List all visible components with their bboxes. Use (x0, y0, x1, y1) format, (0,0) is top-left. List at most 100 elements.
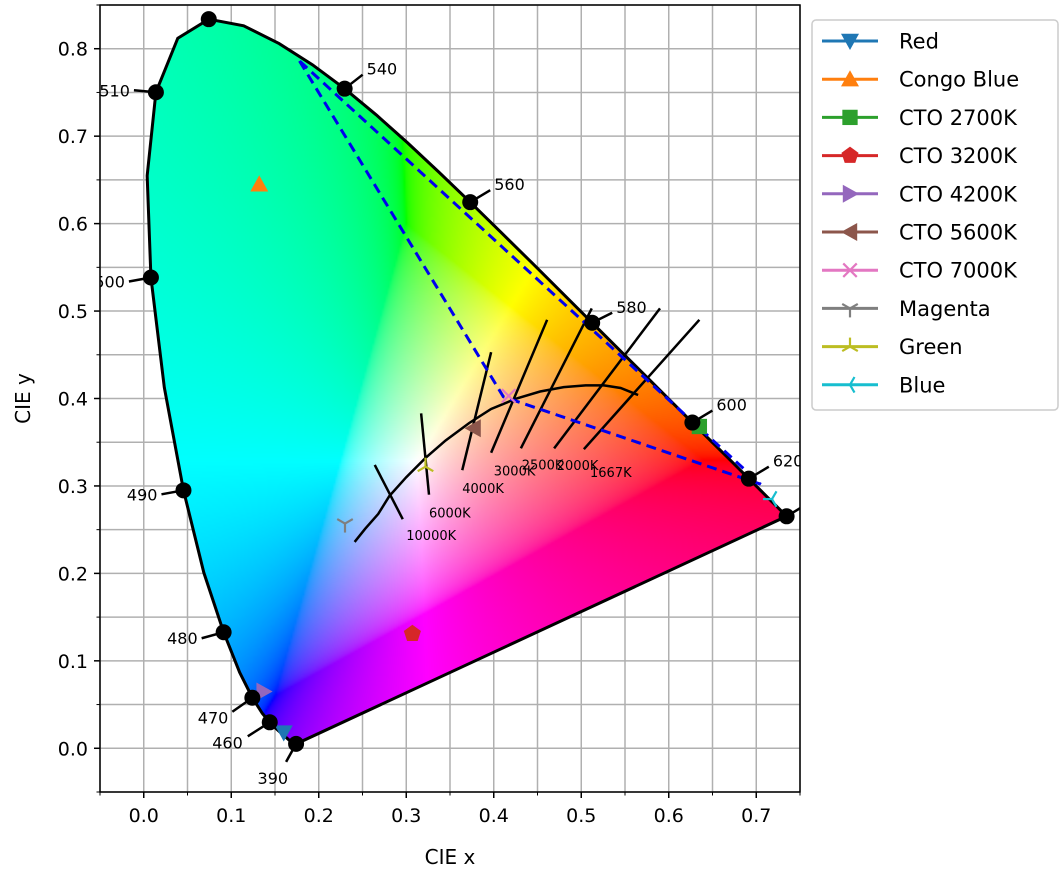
legend-label: CTO 2700K (899, 106, 1018, 130)
gamut-triangle-line (298, 59, 762, 486)
legend-label: Magenta (899, 297, 991, 321)
data-point (336, 518, 354, 533)
wavelength-label: 480 (167, 629, 198, 648)
y-tick-label: 0.8 (58, 39, 88, 61)
wavelength-label: 460 (212, 733, 243, 752)
legend-marker (841, 70, 859, 87)
legend-label: Red (899, 30, 939, 54)
x-tick-label: 0.5 (566, 805, 596, 827)
legend-marker (842, 262, 858, 278)
cct-label: 3000K (494, 464, 536, 479)
cct-label: 1667K (590, 466, 632, 481)
wavelength-dot (142, 269, 159, 286)
cct-label: 2500K (522, 458, 564, 473)
cct-label: 10000K (406, 529, 456, 544)
legend-marker (841, 146, 859, 163)
legend-label: Congo Blue (899, 68, 1019, 92)
wavelength-markers: 390 460 470 480 490 500 510 540 560 580 600 620 700 (94, 11, 842, 788)
legend-item: CTO 2700K (822, 106, 1018, 130)
x-tick-label: 0.4 (479, 805, 509, 827)
isotherm-line (582, 318, 701, 451)
x-tick-label: 0.7 (741, 805, 771, 827)
legend-label: CTO 4200K (899, 182, 1018, 206)
x-tick-label: 0.2 (304, 805, 334, 827)
wavelength-label: 560 (494, 175, 525, 194)
wavelength-dot (200, 11, 217, 28)
y-tick-label: 0.1 (58, 651, 88, 673)
legend-item: CTO 3200K (822, 144, 1018, 168)
y-tick-label: 0.0 (58, 738, 88, 760)
wavelength-dot (261, 714, 278, 731)
wavelength-dot (215, 624, 232, 641)
y-tick-label: 0.5 (58, 301, 88, 323)
legend-item: Blue (822, 373, 945, 397)
x-tick-label: 0.3 (391, 805, 421, 827)
legend-marker (841, 337, 859, 353)
data-point (501, 388, 517, 404)
x-axis-label: CIE x (425, 845, 476, 869)
legend-label: Blue (899, 373, 945, 397)
spectral-locus (145, 17, 790, 746)
wavelength-dot (147, 84, 164, 101)
cct-label: 6000K (429, 506, 471, 521)
gamut-triangle (298, 59, 762, 486)
wavelength-dot (778, 508, 795, 525)
wavelength-dot (336, 80, 353, 97)
data-point (464, 419, 481, 438)
legend-item: Magenta (822, 297, 991, 321)
wavelength-dot (244, 689, 261, 706)
y-axis-label: CIE y (11, 373, 35, 424)
wavelength-label: 600 (716, 396, 747, 415)
y-tick-label: 0.3 (58, 476, 88, 498)
data-point (763, 490, 778, 508)
legend-item: Red (822, 30, 939, 54)
legend-item: CTO 4200K (822, 182, 1018, 206)
wavelength-dot (288, 735, 305, 752)
data-point (417, 457, 434, 473)
data-points (250, 175, 778, 742)
wavelength-label: 700 (811, 489, 842, 508)
x-tick-label: 0.1 (216, 805, 246, 827)
wavelength-label: 620 (773, 452, 804, 471)
y-tick-label: 0.4 (58, 389, 88, 411)
planckian-locus-line (353, 384, 639, 543)
legend-marker (842, 109, 858, 126)
legend-marker (841, 376, 856, 394)
data-point (256, 682, 273, 701)
legend: Red Congo Blue CTO 2700K CTO 3200K CTO 4200K… (811, 19, 1059, 411)
isotherm-line (461, 351, 493, 471)
isotherm-line (519, 307, 593, 449)
wavelength-label: 390 (258, 769, 289, 788)
legend-label: CTO 3200K (899, 144, 1018, 168)
data-point (274, 725, 293, 742)
wavelength-dot (584, 314, 601, 331)
x-tick-label: 0.6 (654, 805, 684, 827)
legend-marker (841, 33, 859, 50)
legend-marker (841, 223, 858, 241)
wavelength-label: 490 (127, 485, 158, 504)
legend-label: CTO 5600K (899, 221, 1018, 245)
isotherm-line (419, 413, 431, 495)
isotherm-line (373, 464, 404, 520)
x-tick-label: 0.0 (129, 805, 159, 827)
axes: 0.0 0.1 0.2 0.3 0.4 0.5 0.6 0.7 0.0 0.1 0.2 0.3 0.4 0… (58, 4, 801, 827)
y-tick-label: 0.7 (58, 126, 88, 148)
wavelength-label: 510 (99, 81, 130, 100)
wavelength-dot (175, 482, 192, 499)
y-tick-label: 0.2 (58, 563, 88, 585)
legend-item: Congo Blue (822, 68, 1019, 92)
legend-label: Green (899, 335, 963, 359)
wavelength-label: 500 (94, 272, 125, 291)
data-point (403, 624, 421, 642)
isotherm-line (553, 307, 661, 450)
legend-marker (842, 184, 859, 203)
cct-label: 4000K (462, 482, 504, 497)
cct-label: 2000K (557, 459, 599, 474)
wavelength-label: 470 (198, 709, 229, 728)
wavelength-label: 540 (367, 60, 398, 79)
wavelength-dot (684, 414, 701, 431)
planckian-locus (353, 307, 701, 543)
wavelength-dot (462, 194, 479, 211)
